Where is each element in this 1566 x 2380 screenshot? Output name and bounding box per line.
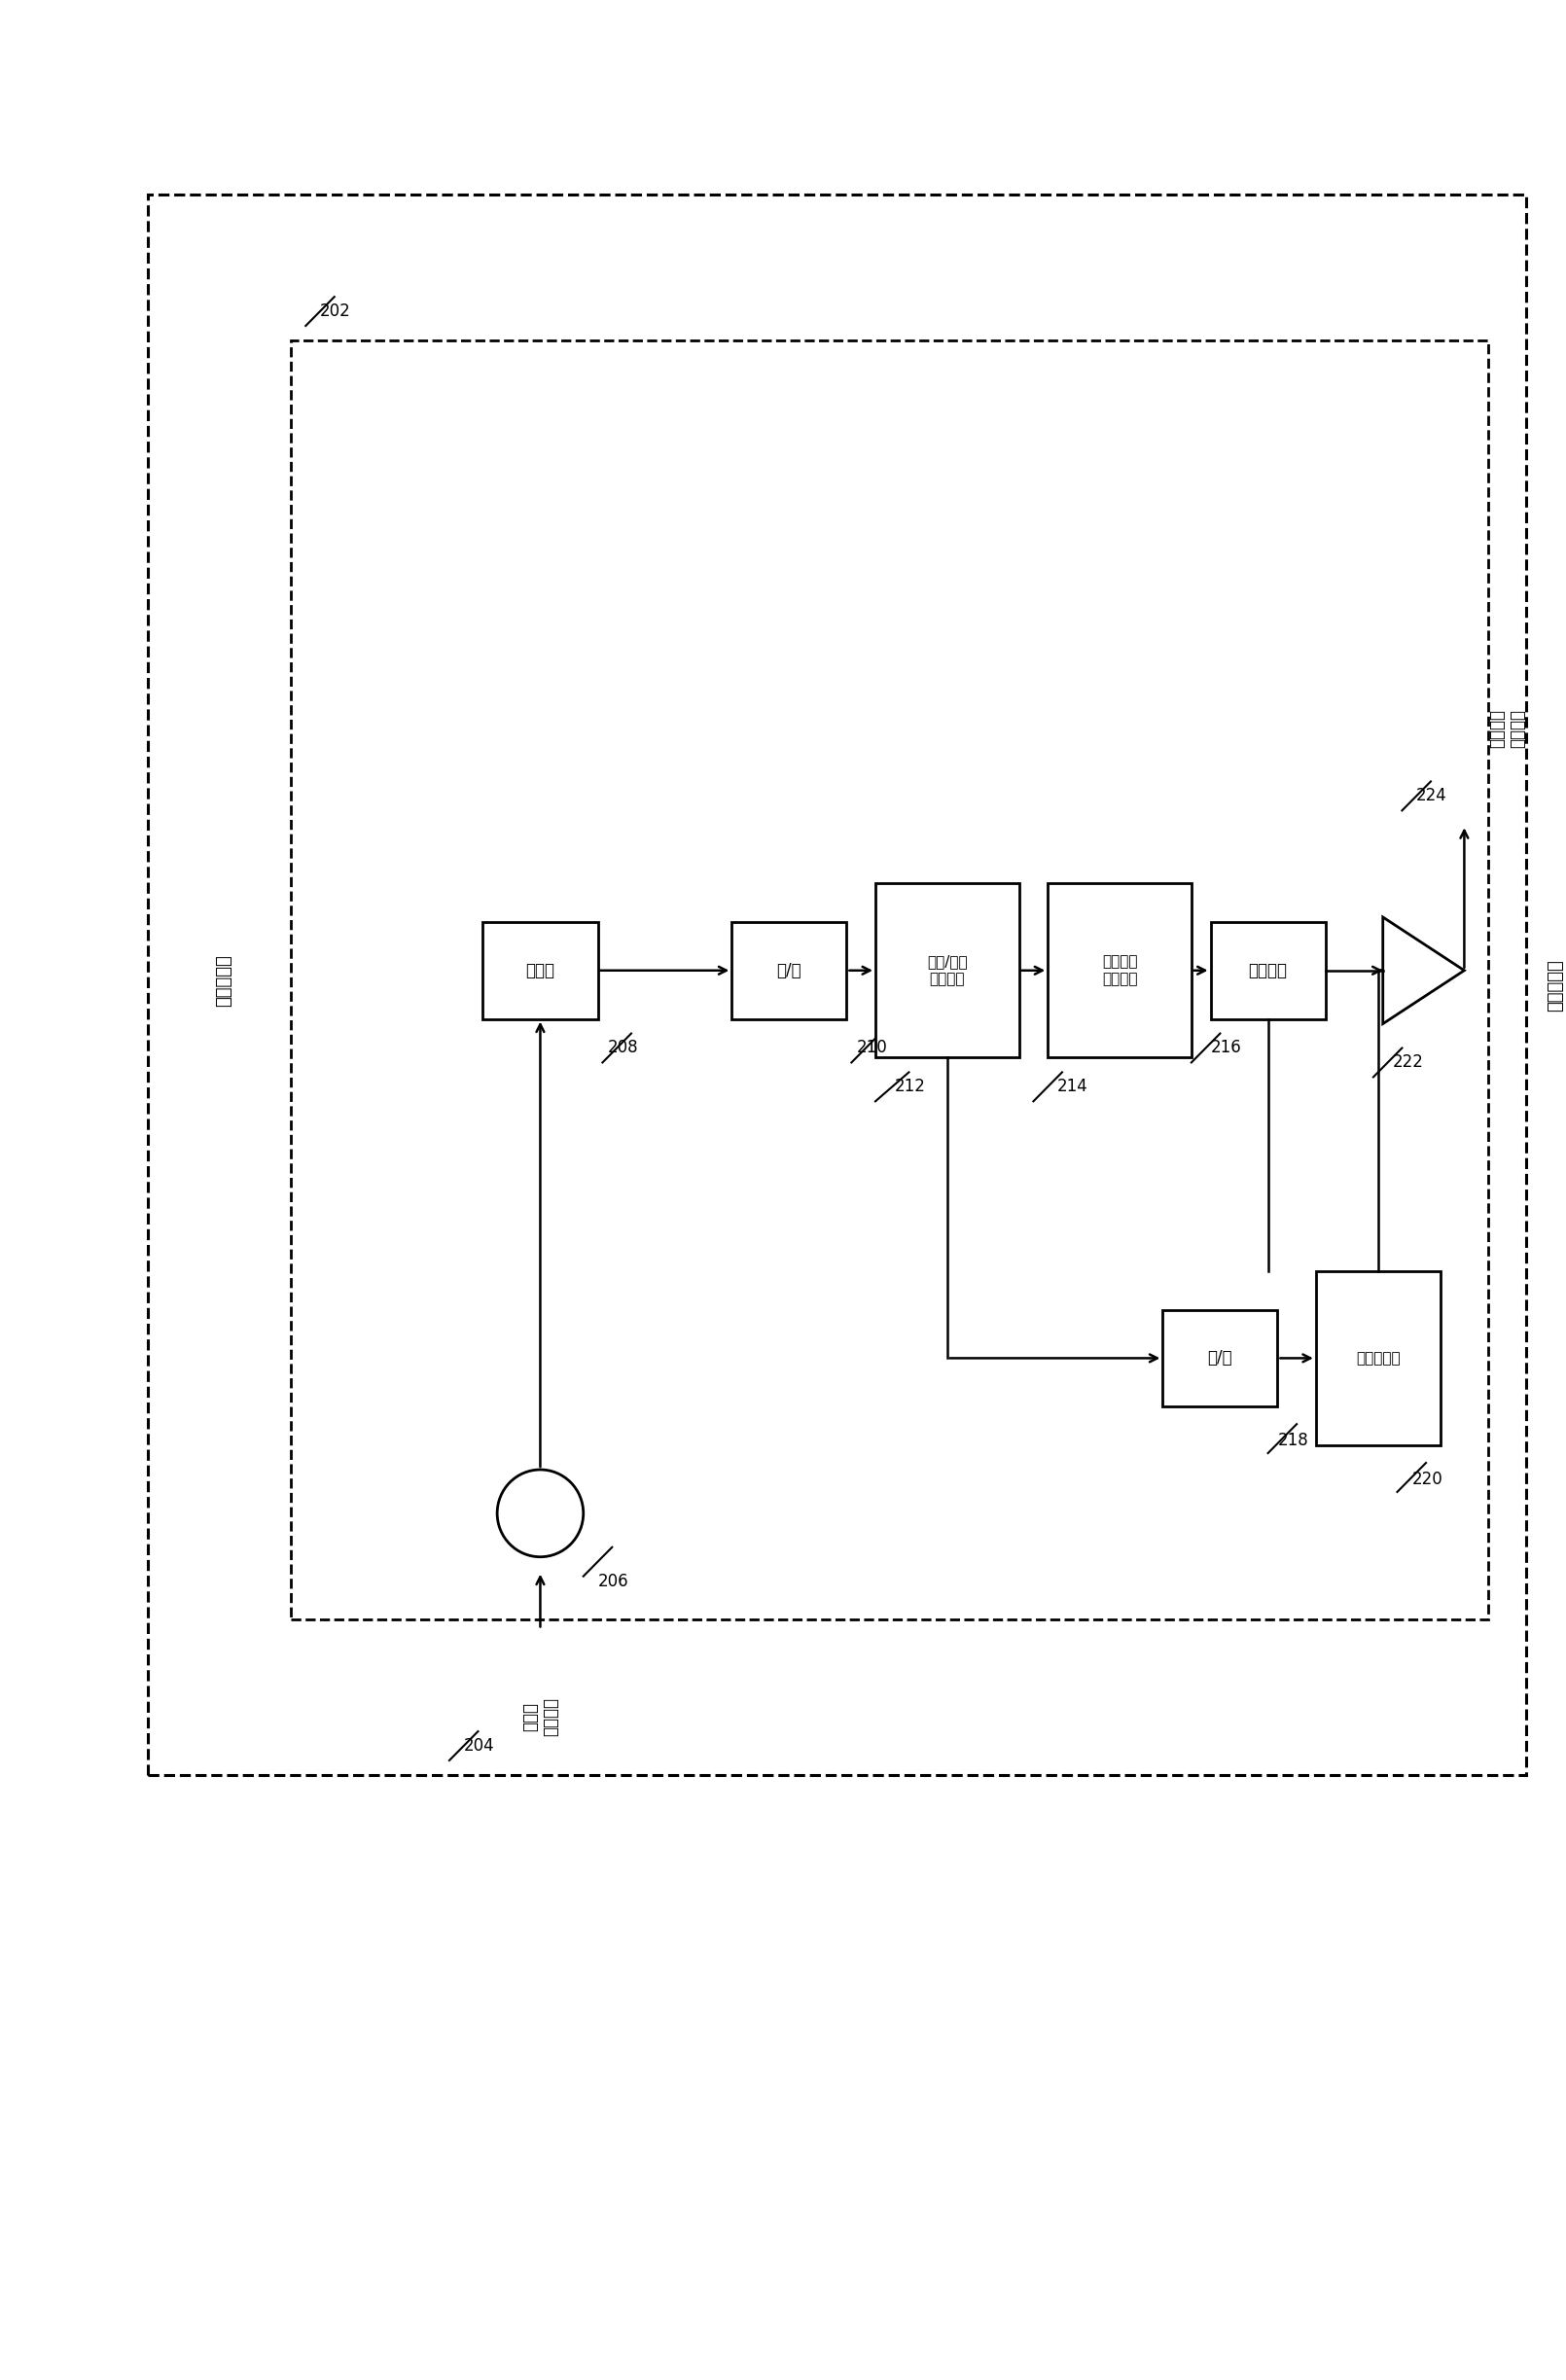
Bar: [1048, 883, 1192, 1057]
Text: 放大器: 放大器: [526, 962, 554, 978]
Text: 212: 212: [894, 1078, 926, 1095]
Bar: [875, 883, 1019, 1057]
Text: 202: 202: [319, 302, 351, 319]
Bar: [291, 340, 1488, 1621]
Text: 208: 208: [608, 1040, 637, 1057]
Text: 222: 222: [1392, 1054, 1423, 1071]
Text: 216: 216: [1211, 1040, 1242, 1057]
Text: 调制电路: 调制电路: [1248, 962, 1287, 978]
Text: 传输器装置: 传输器装置: [1547, 959, 1564, 1011]
Text: 224: 224: [1416, 788, 1447, 804]
Text: 204: 204: [464, 1737, 495, 1754]
Text: 射频放大器: 射频放大器: [1356, 1352, 1400, 1366]
Bar: [1315, 1271, 1441, 1445]
Bar: [1162, 1309, 1278, 1407]
Text: 218: 218: [1278, 1433, 1309, 1449]
Text: 语音/音频
编码模块: 语音/音频 编码模块: [927, 954, 968, 985]
Text: 210: 210: [857, 1040, 886, 1057]
Text: 214: 214: [1057, 1078, 1088, 1095]
Text: 输入的
音频信号: 输入的 音频信号: [521, 1697, 559, 1737]
Text: 220: 220: [1411, 1471, 1442, 1488]
Bar: [482, 921, 598, 1019]
Text: 数/模: 数/模: [1207, 1349, 1232, 1366]
Text: 206: 206: [598, 1573, 628, 1590]
Text: 传输路径
编码模块: 传输路径 编码模块: [1102, 954, 1137, 985]
Bar: [1211, 921, 1325, 1019]
Text: 模/数: 模/数: [777, 962, 802, 978]
Text: 经编码的
音频信号: 经编码的 音频信号: [1489, 709, 1527, 747]
Text: 传输器装置: 传输器装置: [216, 954, 233, 1007]
Bar: [147, 195, 1527, 1775]
Bar: [731, 921, 847, 1019]
